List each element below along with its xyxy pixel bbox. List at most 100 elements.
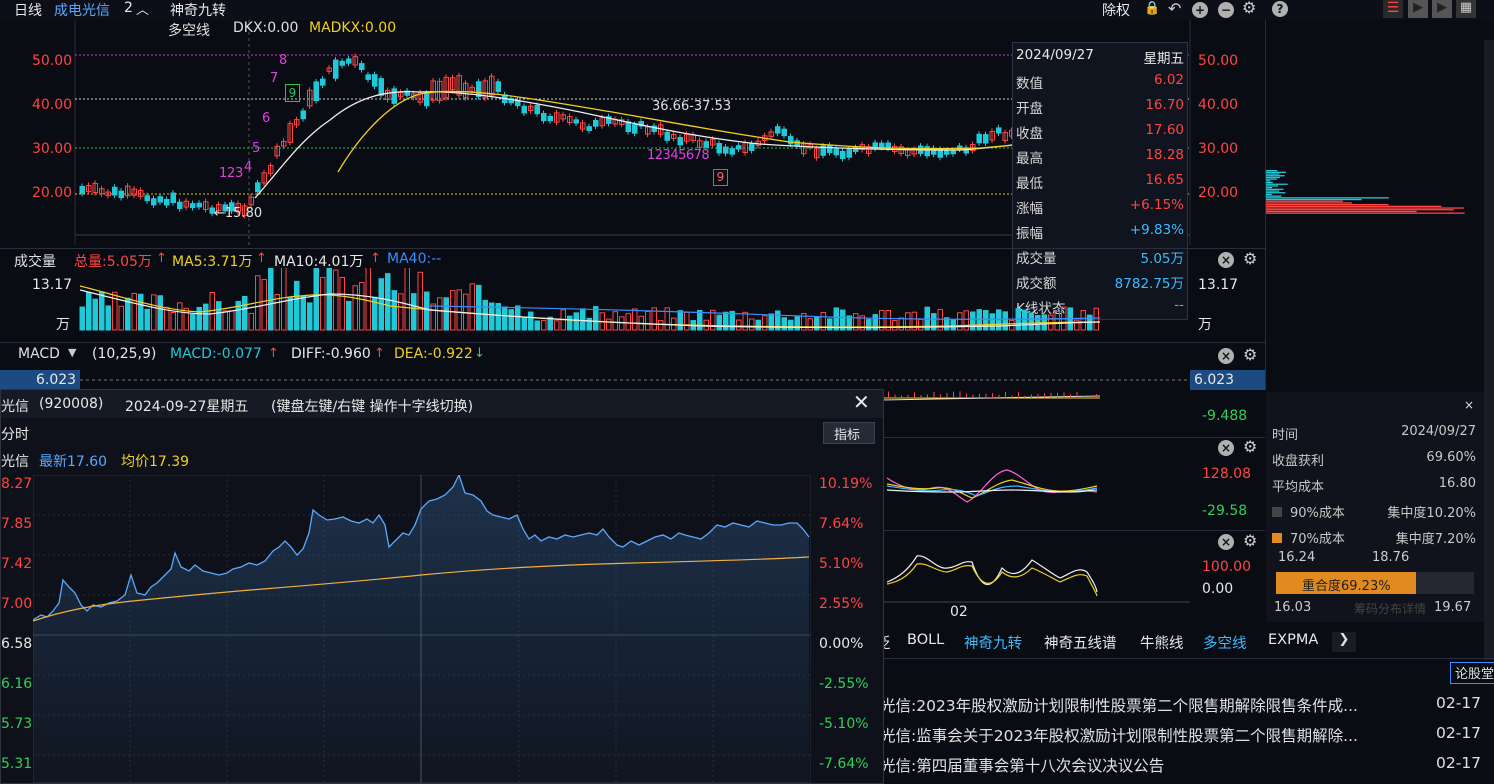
tab-five-line[interactable]: 神奇五线谱 [1044,636,1117,652]
macd-diff: DIFF:-0.960 [291,346,371,362]
candle [261,172,267,184]
zoom-out-icon[interactable]: − [1218,2,1234,18]
stock-name[interactable]: 成电光信 [54,3,110,19]
gear-icon[interactable]: ⚙ [1243,531,1258,550]
tab-duokong[interactable]: 多空线 [1203,636,1247,652]
play-icon[interactable]: ▶ [1408,0,1428,18]
grid-icon[interactable]: ▦ [1456,0,1476,18]
info-row: 最低 16.65 [1013,168,1187,193]
tab-intraday[interactable]: 分时 [1,427,29,443]
rsi-chart[interactable] [882,548,1190,604]
zoom-in-icon[interactable]: + [1192,2,1208,18]
gear-icon[interactable]: ⚙ [1243,345,1258,364]
candle [365,74,371,80]
volume-bar [138,293,144,331]
gear-icon[interactable]: ⚙ [1243,249,1258,268]
scrollbar[interactable] [1484,40,1494,660]
volume-bar [794,315,800,331]
candle [450,77,456,91]
lock-icon[interactable]: 🔒 [1144,1,1161,16]
chip-row-70: 70%成本 集中度7.20% [1272,528,1476,547]
list-icon[interactable]: ☰ [1383,0,1403,18]
candle [463,82,469,99]
volume-bar [658,320,664,331]
volume-bar [788,319,794,331]
volume-bar [99,291,105,331]
chevron-right-icon[interactable]: ❯ [1332,632,1356,652]
nine-turn-down-9-box: 9 [713,169,728,186]
candle [820,145,826,156]
indicator-name[interactable]: 神奇九转 [170,3,226,19]
news-item[interactable]: 光信:2023年股权激励计划限制性股票第二个限售期解除限售条件成... 02-17 [880,694,1482,715]
chip-row-avg: 平均成本 16.80 [1272,476,1476,495]
restore-button[interactable]: 除权 [1102,3,1130,19]
candle [560,114,566,120]
nine-turn-down: 12345678 [647,148,710,163]
low-annotation: ←15.80 [214,206,263,221]
news-item[interactable]: 光信:监事会关于2023年股权激励计划限制性股票第二个限售期解除... 02-17 [880,724,1482,745]
help-icon[interactable]: ? [1272,1,1288,17]
caret-down-icon[interactable]: ▼ [68,346,77,359]
volume-label[interactable]: 成交量 [14,254,56,270]
candle [541,112,547,122]
tab-boll[interactable]: BOLL [907,632,945,648]
candle [554,112,560,123]
volume-bar [528,311,534,331]
volume-bar [86,292,92,331]
info-row: 最高 18.28 [1013,143,1187,168]
popup-stock-code: (920008) [39,396,104,412]
close-icon[interactable]: × [1218,440,1234,456]
chevron-up-icon[interactable]: ︿ [136,3,150,18]
volume-ma5: MA5:3.71万 [172,254,253,270]
period-label[interactable]: 日线 [14,3,42,19]
volume-bar [105,305,111,331]
popup-name-short: 光信 [1,454,29,470]
volume-bar [450,290,456,331]
stock-count: 2 [124,0,133,16]
info-key: 最低 [1016,176,1043,192]
arrow-up-icon: ↑ [268,346,279,361]
discussion-button[interactable]: 论股堂 [1450,662,1494,684]
indicator-button[interactable]: 指标 [823,422,875,444]
gear-icon[interactable]: ⚙ [1242,0,1257,17]
volume-bar [287,296,293,331]
volume-bar [118,305,124,331]
close-icon[interactable]: ✕ [853,390,870,414]
kdj-chart[interactable] [882,458,1190,528]
close-icon[interactable]: × [1218,348,1234,364]
volume-bar [346,300,352,331]
play-next-icon[interactable]: ▶ [1432,0,1452,18]
chip-range-low: 16.24 [1278,550,1316,565]
volume-bar [983,309,989,331]
volume-ma40: MA40:-- [387,251,442,267]
candle [456,75,462,96]
close-icon[interactable]: × [1464,398,1475,412]
candle [827,144,833,154]
macd-label[interactable]: MACD [18,346,60,362]
volume-chart[interactable] [0,268,1265,332]
tab-bull-bear[interactable]: 牛熊线 [1140,636,1184,652]
close-icon[interactable]: × [1218,534,1234,550]
volume-bar [476,284,482,331]
candle [944,150,950,155]
macd-chart[interactable] [0,366,1265,436]
candle [92,182,98,194]
candle [814,148,820,159]
candle [378,78,384,96]
kline-chart[interactable] [0,20,1265,245]
volume-bar [905,312,911,331]
volume-bar [320,276,326,331]
gear-icon[interactable]: ⚙ [1243,437,1258,456]
close-icon[interactable]: × [1218,252,1234,268]
tab-expma[interactable]: EXPMA [1268,632,1319,648]
nine-turn-8: 8 [279,53,288,68]
undo-icon[interactable]: ↶ [1168,0,1182,18]
candle [632,124,638,134]
volume-bar [1054,310,1060,331]
intraday-chart[interactable] [33,475,811,783]
info-row: 成交量 5.05万 [1013,243,1187,268]
candle [840,150,846,160]
news-item[interactable]: 光信:第四届董事会第十八次会议决议公告 02-17 [880,754,1482,775]
legend-swatch [1272,533,1282,543]
tab-nine-turn[interactable]: 神奇九转 [964,636,1022,652]
